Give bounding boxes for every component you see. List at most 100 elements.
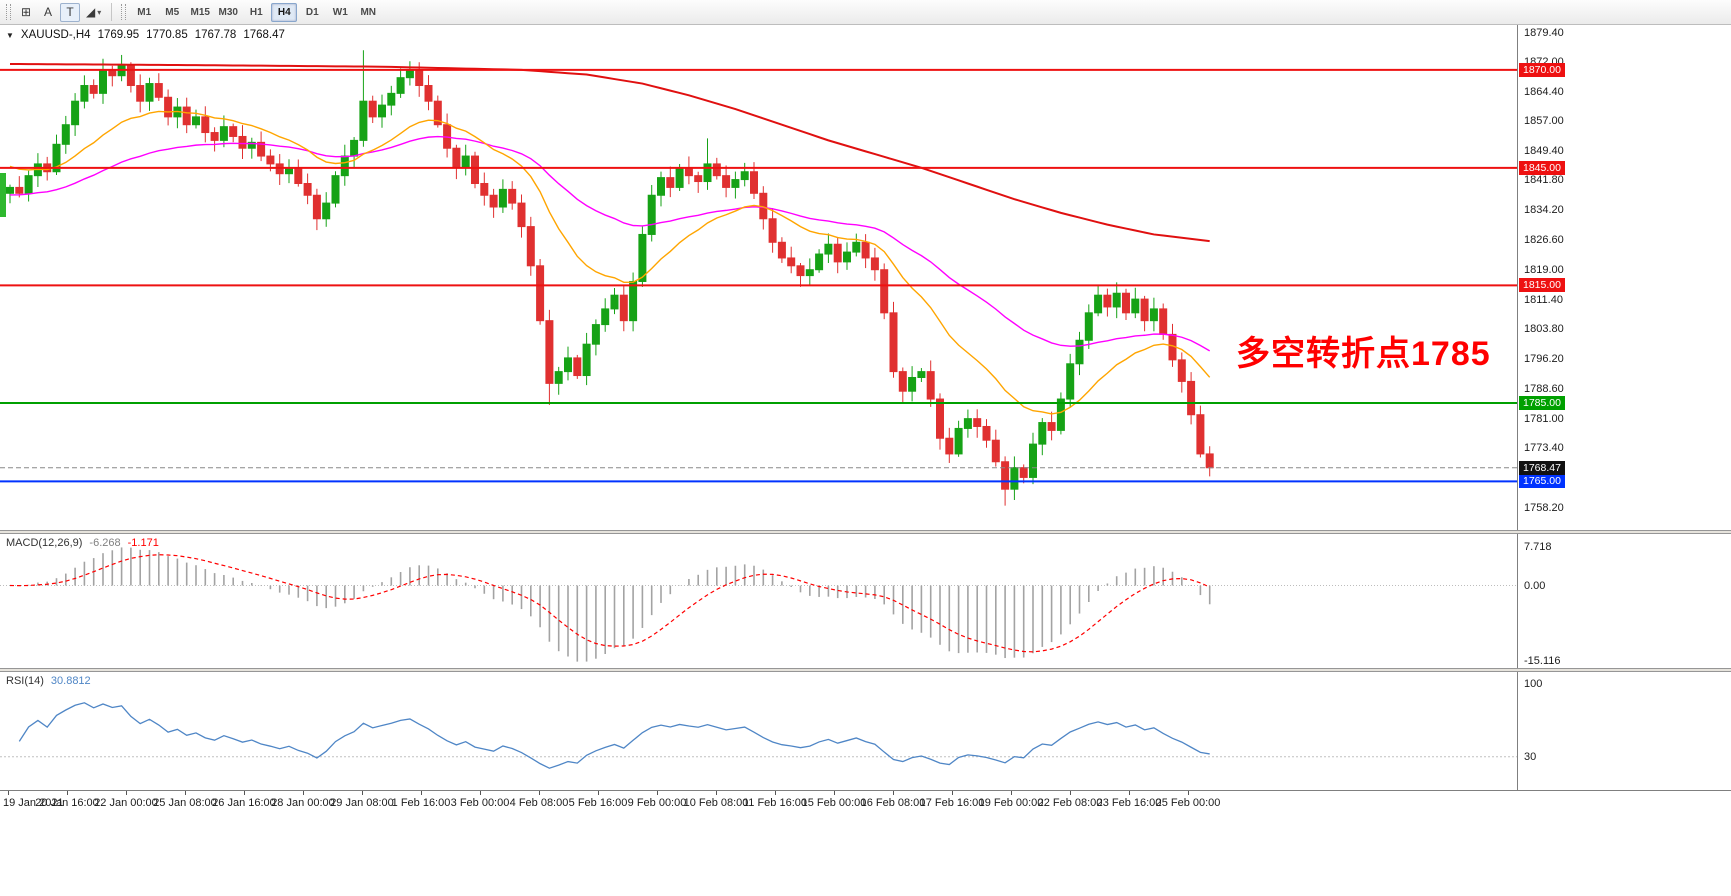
time-tick bbox=[1011, 791, 1012, 795]
high-value: 1770.85 bbox=[146, 29, 188, 41]
time-tick bbox=[244, 791, 245, 795]
shapes-tool[interactable]: ◢ ▾ bbox=[86, 5, 102, 19]
ma-mid-line bbox=[9, 135, 1211, 352]
price-tick-label: 1826.60 bbox=[1524, 233, 1564, 246]
macd-axis-label: 0.00 bbox=[1524, 579, 1546, 592]
time-label: 4 Feb 08:00 bbox=[509, 797, 569, 809]
price-tick-label: 1773.40 bbox=[1524, 442, 1564, 455]
time-tick bbox=[893, 791, 894, 795]
time-tick bbox=[421, 791, 422, 795]
timeframe-mn[interactable]: MN bbox=[360, 6, 377, 18]
rsi-line bbox=[18, 702, 1210, 769]
time-label: 16 Feb 08:00 bbox=[860, 797, 926, 809]
macd-axis-label: 7.718 bbox=[1524, 541, 1552, 553]
time-label: 23 Feb 16:00 bbox=[1096, 797, 1162, 809]
timeframes-group: M1 M5 M15 M30 H1 H4 D1 W1 MN bbox=[130, 2, 382, 22]
ma-fast-line bbox=[9, 110, 1211, 415]
time-tick bbox=[952, 791, 953, 795]
timeframe-d1[interactable]: D1 bbox=[305, 6, 319, 18]
time-tick bbox=[126, 791, 127, 795]
time-label: 1 Feb 16:00 bbox=[391, 797, 451, 809]
price-tick-label: 1796.20 bbox=[1524, 353, 1564, 366]
time-axis[interactable]: 19 Jan 2021 20 Jan 16:00 22 Jan 00:00 25 Ja… bbox=[0, 790, 1731, 814]
time-tick bbox=[480, 791, 481, 795]
price-badge-1815.00: 1815.00 bbox=[1519, 278, 1565, 293]
time-tick bbox=[775, 791, 776, 795]
price-tick-label: 1834.20 bbox=[1524, 204, 1564, 217]
time-label: 28 Jan 00:00 bbox=[271, 797, 335, 809]
time-label: 10 Feb 08:00 bbox=[683, 797, 749, 809]
time-tick bbox=[67, 791, 68, 795]
price-badge-1870.00: 1870.00 bbox=[1519, 62, 1565, 77]
time-label: 11 Feb 16:00 bbox=[742, 797, 808, 809]
macd-main-value: -6.268 bbox=[89, 537, 121, 549]
timeframe-w1[interactable]: W1 bbox=[332, 6, 348, 18]
time-tick bbox=[834, 791, 835, 795]
time-tick bbox=[8, 791, 9, 795]
price-badge-1765.00: 1765.00 bbox=[1519, 474, 1565, 489]
timeframe-h4[interactable]: H4 bbox=[271, 2, 298, 22]
time-label: 20 Jan 16:00 bbox=[35, 797, 99, 809]
time-label: 25 Feb 00:00 bbox=[1155, 797, 1221, 809]
time-label: 29 Jan 08:00 bbox=[330, 797, 394, 809]
rsi-panel-canvas[interactable] bbox=[0, 672, 1517, 790]
text-annotation[interactable]: 多空转折点1785 bbox=[1236, 335, 1491, 373]
grid-tool-icon[interactable]: ⊞ bbox=[20, 5, 32, 19]
panel-separator-macd[interactable] bbox=[0, 530, 1731, 534]
time-tick bbox=[539, 791, 540, 795]
price-axis[interactable]: 1879.401872.001864.401857.001849.401841.… bbox=[1517, 24, 1731, 790]
price-tick-label: 1879.40 bbox=[1524, 27, 1564, 39]
dropdown-caret-icon: ▾ bbox=[97, 7, 102, 17]
price-tick-label: 1758.20 bbox=[1524, 502, 1564, 514]
toolbar-separator bbox=[111, 3, 113, 21]
text-tool-t[interactable]: T bbox=[60, 2, 80, 22]
rsi-name: RSI(14) bbox=[6, 675, 44, 687]
price-tick-label: 1819.00 bbox=[1524, 263, 1564, 276]
timeframe-m30[interactable]: M30 bbox=[218, 6, 238, 18]
time-label: 19 Jan 2021 bbox=[3, 797, 64, 809]
macd-axis-label: -15.116 bbox=[1524, 655, 1561, 667]
macd-panel-canvas[interactable] bbox=[0, 534, 1517, 668]
price-tick-label: 1841.80 bbox=[1524, 174, 1564, 187]
price-tick-label: 1811.40 bbox=[1524, 293, 1563, 306]
price-tick-label: 1803.80 bbox=[1524, 323, 1564, 336]
timeframe-m15[interactable]: M15 bbox=[190, 6, 210, 18]
rsi-value: 30.8812 bbox=[50, 675, 91, 687]
price-tick-label: 1857.00 bbox=[1524, 114, 1564, 127]
time-label: 22 Feb 08:00 bbox=[1037, 797, 1103, 809]
time-tick bbox=[598, 791, 599, 795]
price-chart-canvas[interactable] bbox=[0, 24, 1517, 530]
price-tick-label: 1864.40 bbox=[1524, 85, 1564, 98]
rsi-axis-label: 30 bbox=[1524, 750, 1537, 763]
macd-name: MACD(12,26,9) bbox=[6, 537, 83, 549]
price-badge-1785.00: 1785.00 bbox=[1519, 395, 1565, 410]
time-tick bbox=[362, 791, 363, 795]
open-value: 1769.95 bbox=[97, 29, 140, 41]
text-tool-a[interactable]: A bbox=[43, 5, 52, 19]
time-label: 22 Jan 00:00 bbox=[94, 797, 158, 809]
panel-separator-rsi[interactable] bbox=[0, 668, 1731, 672]
timeframe-h1[interactable]: H1 bbox=[249, 6, 263, 18]
macd-label: MACD(12,26,9) -6.268 -1.171 bbox=[6, 537, 159, 549]
price-tick-label: 1849.40 bbox=[1524, 144, 1564, 157]
timeframe-m1[interactable]: M1 bbox=[137, 6, 152, 18]
time-label: 9 Feb 00:00 bbox=[627, 797, 687, 809]
chart-menu-caret-icon[interactable]: ▼ bbox=[6, 30, 14, 40]
time-label: 15 Feb 00:00 bbox=[801, 797, 867, 809]
price-tick-label: 1788.60 bbox=[1524, 382, 1564, 395]
time-label: 26 Jan 16:00 bbox=[212, 797, 276, 809]
drawing-tools-group: ⊞ A T ◢ ▾ bbox=[15, 2, 106, 22]
price-badge-1845.00: 1845.00 bbox=[1519, 160, 1565, 175]
toolbar-grip[interactable] bbox=[6, 4, 11, 20]
macd-histogram bbox=[18, 547, 1211, 662]
price-tick-label: 1781.00 bbox=[1524, 412, 1564, 425]
ma-slow-line bbox=[9, 62, 1210, 243]
macd-signal-line bbox=[9, 554, 1210, 653]
timeframe-m5[interactable]: M5 bbox=[165, 6, 180, 18]
time-label: 17 Feb 16:00 bbox=[919, 797, 985, 809]
time-label: 19 Feb 00:00 bbox=[978, 797, 1044, 809]
rsi-label: RSI(14) 30.8812 bbox=[6, 675, 91, 687]
time-label: 3 Feb 00:00 bbox=[450, 797, 510, 809]
toolbar-grip-2[interactable] bbox=[121, 4, 127, 20]
toolbar: ⊞ A T ◢ ▾ M1 M5 M15 M30 H1 H4 D1 W1 MN bbox=[0, 0, 1731, 25]
